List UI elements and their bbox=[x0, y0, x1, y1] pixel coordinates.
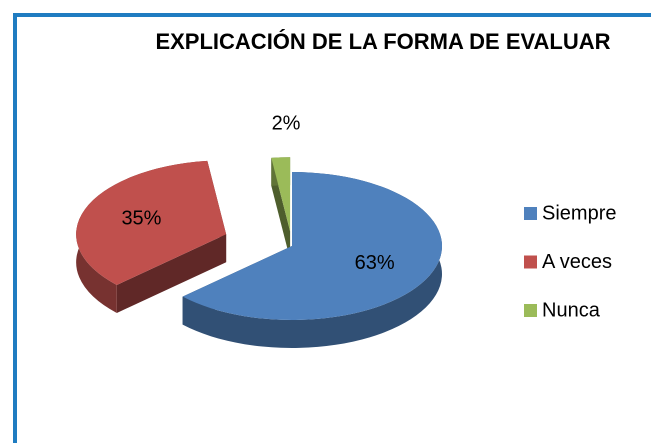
legend-label: A veces bbox=[542, 251, 612, 273]
legend-swatch bbox=[524, 207, 537, 220]
chart-title: EXPLICACIÓN DE LA FORMA DE EVALUAR bbox=[155, 29, 610, 54]
slice-side bbox=[116, 234, 227, 313]
legend-swatch bbox=[524, 304, 537, 317]
legend-swatch bbox=[524, 255, 537, 269]
data-label: 2% bbox=[272, 112, 301, 134]
legend-label: Nunca bbox=[542, 299, 601, 321]
slice bbox=[182, 172, 443, 320]
data-label: 63% bbox=[355, 252, 395, 274]
slice-side bbox=[182, 172, 443, 348]
legend-label: Siempre bbox=[542, 202, 616, 224]
slice bbox=[76, 160, 227, 285]
data-label: 35% bbox=[121, 208, 161, 230]
slice bbox=[271, 157, 291, 232]
